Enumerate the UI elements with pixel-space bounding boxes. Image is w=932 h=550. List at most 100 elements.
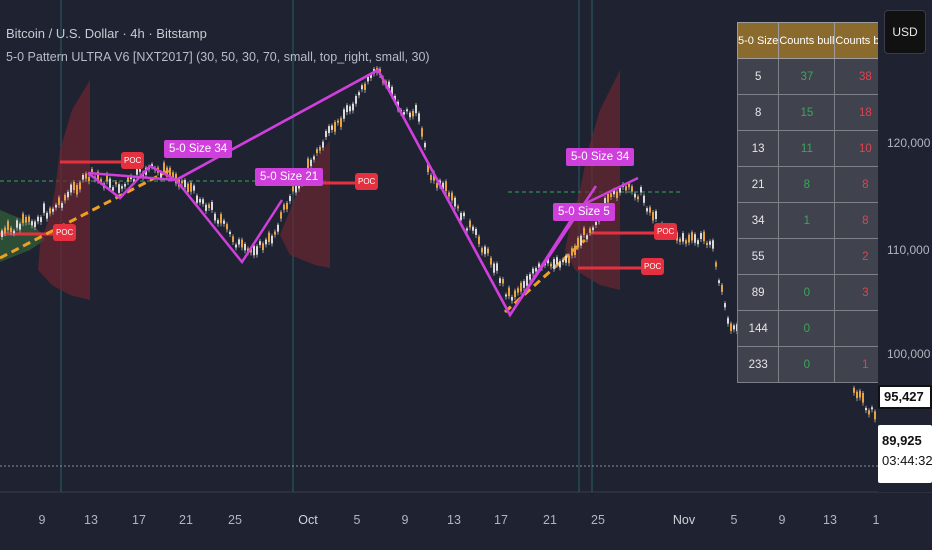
price-axis[interactable] (878, 0, 932, 492)
candle-body (367, 76, 369, 82)
candle-body (868, 410, 870, 415)
pattern-label: 5-0 Size 34 (164, 140, 233, 158)
time-tick: 25 (591, 513, 605, 527)
candle-body (361, 85, 363, 90)
candle-body (58, 197, 60, 205)
candle-body (55, 204, 57, 208)
time-tick: Oct (298, 513, 318, 527)
candle-body (310, 159, 312, 167)
candle-body (529, 274, 531, 280)
candle-body (565, 255, 567, 263)
bull-count-cell (778, 238, 836, 275)
candle-body (289, 196, 291, 202)
candle-body (190, 182, 192, 192)
candle-body (73, 181, 75, 191)
time-tick: 13 (84, 513, 98, 527)
candle-body (124, 184, 126, 187)
candle-body (160, 172, 162, 179)
candle-body (646, 208, 648, 212)
candle-body (214, 213, 216, 221)
candle-body (97, 171, 99, 181)
candle-body (715, 262, 717, 267)
candle-body (616, 191, 618, 199)
candle-body (199, 199, 201, 203)
size-cell: 5 (736, 58, 780, 95)
candle-body (595, 221, 597, 225)
candle-body (457, 206, 459, 209)
candle-body (409, 112, 411, 118)
candle-body (19, 223, 21, 230)
candle-body (502, 279, 504, 284)
candle-body (187, 183, 189, 192)
candle-body (220, 214, 222, 224)
pattern-lines (87, 68, 639, 318)
candle-body (319, 146, 321, 151)
candle-body (718, 280, 720, 284)
candle-body (451, 192, 453, 201)
candle-body (202, 199, 204, 204)
candle-body (580, 235, 582, 246)
candle-body (691, 232, 693, 241)
indicator-legend[interactable]: 5-0 Pattern ULTRA V6 [NXT2017] (30, 50, … (6, 50, 430, 64)
poc-marker: POC (53, 224, 77, 241)
candle-body (100, 179, 102, 183)
candle-body (589, 228, 591, 233)
candle-body (328, 126, 330, 134)
mark-price-value: 89,925 (882, 433, 922, 448)
table-row: 21 8 8 (736, 166, 897, 203)
candle-body (79, 182, 81, 190)
time-tick: 17 (132, 513, 146, 527)
table-row: 13 11 10 (736, 130, 897, 167)
candle-body (475, 228, 477, 235)
candle-body (316, 149, 318, 154)
time-tick: 21 (543, 513, 557, 527)
candle-body (577, 237, 579, 247)
candle-body (631, 186, 633, 192)
poc-marker: POC (121, 152, 145, 169)
candle-body (652, 212, 654, 221)
candle-body (46, 212, 48, 219)
candle-body (649, 207, 651, 213)
time-tick: 5 (353, 513, 361, 527)
time-tick: 9 (401, 513, 409, 527)
candle-body (523, 281, 525, 288)
candle-body (163, 162, 165, 172)
candle-body (43, 203, 45, 213)
poc-marker: POC (355, 173, 379, 190)
candle-body (40, 217, 42, 222)
table-row: 233 0 1 (736, 346, 897, 383)
candle-body (340, 118, 342, 127)
candle-body (556, 257, 558, 265)
candle-body (685, 240, 687, 244)
time-tick: 25 (228, 513, 242, 527)
table-header-row: 5-0 Size Counts bull Counts bear (736, 22, 897, 59)
candle-body (118, 184, 120, 193)
candle-body (109, 178, 111, 188)
candle-body (166, 167, 168, 177)
candle-body (460, 212, 462, 221)
candle-body (550, 263, 552, 267)
candle-body (607, 193, 609, 203)
size-cell: 8 (736, 94, 780, 131)
currency-button[interactable]: USD (884, 10, 926, 54)
candle-body (262, 243, 264, 251)
candle-body (265, 239, 267, 245)
candle-body (115, 182, 117, 185)
candle-body (205, 204, 207, 211)
candle-body (466, 228, 468, 231)
candle-body (364, 83, 366, 90)
bull-count-cell: 0 (778, 310, 836, 347)
candle-body (520, 282, 522, 292)
candle-body (238, 239, 240, 245)
candle-body (151, 164, 153, 167)
candle-body (613, 189, 615, 195)
candle-body (106, 173, 108, 182)
candle-body (13, 230, 15, 234)
candle-body (292, 186, 294, 192)
candle-body (271, 235, 273, 244)
candle-body (478, 236, 480, 245)
candle-body (487, 248, 489, 254)
candle-body (535, 268, 537, 272)
candle-body (574, 245, 576, 256)
